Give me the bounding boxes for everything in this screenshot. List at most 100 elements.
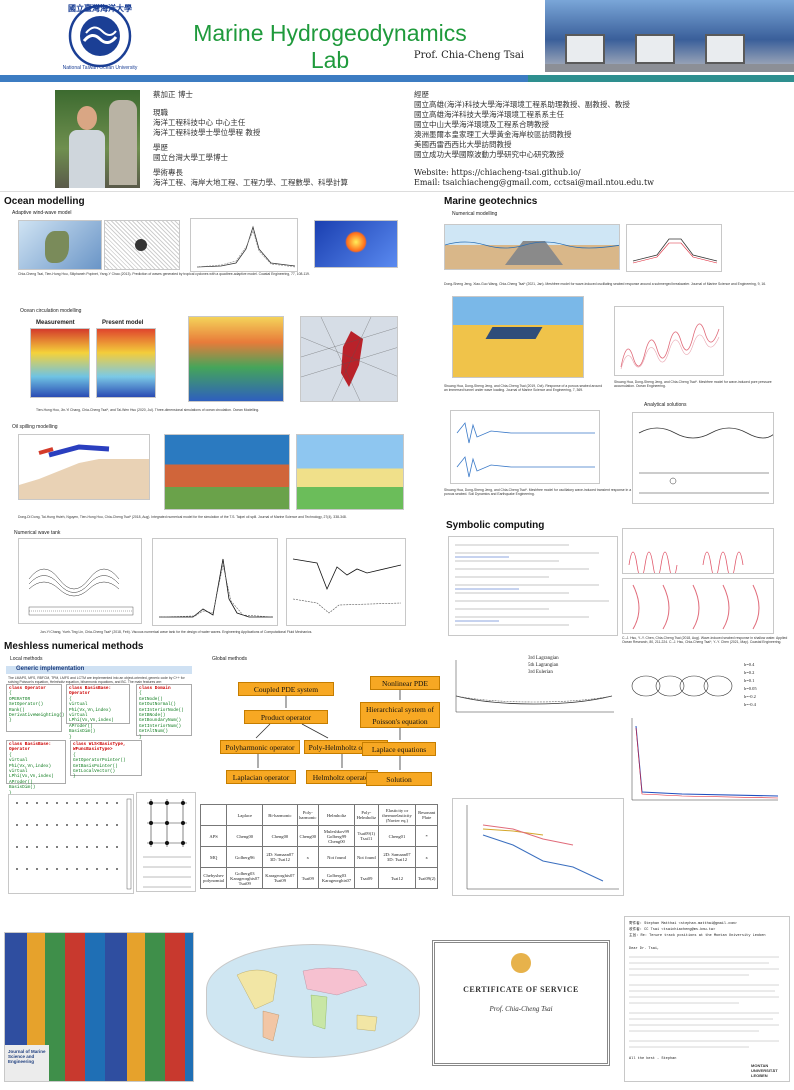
present-model-label: Present model <box>102 320 144 326</box>
website-link[interactable]: Website: https://chiacheng-tsai.github.i… <box>414 168 581 177</box>
edu-item: 國立台灣大學工學博士 <box>153 153 228 162</box>
profile-photo <box>55 90 140 188</box>
world-map <box>206 944 420 1058</box>
symbolic-heading: Symbolic computing <box>446 520 545 531</box>
flow-polyharmonic: Polyharmonic operator <box>220 740 300 754</box>
table-header-cell: Resonant Plate <box>415 804 438 826</box>
wind-wave-mesh <box>104 220 180 270</box>
class-line: virtual Phi(Vx,Vn,index) <box>69 702 112 713</box>
journal-covers: Journal of Marine Science and Engineerin… <box>4 932 194 1082</box>
oil-satellite <box>164 434 290 510</box>
table-cell: Tsai09 <box>296 867 320 889</box>
table-header-cell: Laplace <box>226 804 264 826</box>
experience-item: 國立成功大學國際波動力學研究中心研究教授 <box>414 150 564 159</box>
geo-caption-2: Shuang Hua, Dong-Sheng Jeng, and Chia-Ch… <box>444 384 603 393</box>
table-cell: 2D: Samaan07 3D: Tsai12 <box>377 846 417 868</box>
pmt-table: Laplace Bi-harmonic Poly-harmonic Helmho… <box>199 804 438 889</box>
class-basisbase-2: class BasisBase: Operator { virtual Phi(… <box>6 740 66 796</box>
wind-wave-chart <box>190 218 298 272</box>
table-cell: Tsai12 <box>377 867 417 889</box>
wave-tank-result-2 <box>286 538 406 626</box>
table-cell: Tsai09 <box>354 867 379 889</box>
symbolic-chart-1 <box>622 528 774 574</box>
experience-item: 國立中山大學海洋環境及工程系合聘教授 <box>414 120 549 129</box>
table-header-cell <box>199 804 228 826</box>
wind-wave-satellite <box>314 220 398 268</box>
table-cell: x <box>296 846 320 868</box>
experience-item: 美國西雷西西比大學訪問教授 <box>414 140 512 149</box>
certificate-title: CERTIFICATE OF SERVICE <box>463 985 579 994</box>
experience-item: 國立高雄海洋科技大學海洋環境工程系系主任 <box>414 110 564 119</box>
flow-laplace-eq: Laplace equations <box>362 742 436 756</box>
class-line: { <box>9 752 12 758</box>
email-link[interactable]: Email: tsaichiacheng@gmail.com, cctsai@m… <box>414 178 655 187</box>
symbolic-caption: C.-J. Hsu, Y.-Y. Chen, Chia-Cheng Tsai (… <box>622 636 788 645</box>
legend-item: 3rd Eulerian <box>528 670 553 675</box>
legend-item: h=-0.2 <box>744 694 756 699</box>
flow-coupled: Coupled PDE system <box>238 682 334 696</box>
certificate-seal <box>511 953 531 973</box>
numerical-modelling-subtitle: Numerical modelling <box>452 211 498 217</box>
flow-product: Product operator <box>244 710 328 724</box>
logo-text: 國立臺灣海洋大學 <box>68 3 132 13</box>
experience-item: 國立高雄(海洋)科技大學海洋環境工程系助理教授、副教授、教授 <box>414 100 630 109</box>
class-line: GetInteriorNode() <box>139 707 184 713</box>
table-cell: x <box>415 846 438 868</box>
meshless-heading: Meshless numerical methods <box>4 641 144 652</box>
table-cell: Karageorghis07 Tsai09 <box>262 867 298 889</box>
legend-item: h=-0.4 <box>744 702 756 707</box>
class-line: DerivativeWeighting() <box>9 713 65 719</box>
local-methods-subtitle: Local methods <box>10 656 43 662</box>
table-cell: Not found <box>318 846 356 868</box>
class-line: AProder() <box>9 779 33 785</box>
measurement-label: Measurement <box>36 320 75 326</box>
letter-to: 收件者: CC Tsai <tsaichiacheng@ms.kmu.tw> <box>629 928 716 932</box>
table-row: MQ Golberg96 2D: Samaan07 3D: Tsai12 x N… <box>199 846 438 868</box>
letter-body-lines <box>629 956 779 1048</box>
circulation-caption: Tien-Hung Hou, Jin-Yi Chang, Chia-Cheng … <box>36 408 260 412</box>
certificate-name: Prof. Chia-Cheng Tsai <box>489 1005 553 1013</box>
class-line: GetBasisPointer() <box>73 763 118 769</box>
flow-arrows <box>255 690 401 770</box>
class-line: { <box>73 752 76 758</box>
wave-tank-result-1 <box>152 538 278 626</box>
current-item: 海洋工程科技學士學位學程 教授 <box>153 128 261 137</box>
class-line: } <box>9 791 63 796</box>
convergence-chart <box>452 798 624 896</box>
generic-impl-text: The LMAPS, MFS, RBFCM, TPM, LMFS and LCT… <box>8 676 185 685</box>
class-line: GetLocalVector() <box>73 769 116 775</box>
stencil-diagram <box>136 792 196 892</box>
class-basisbase: class BasisBase: Operator { virtual Phi(… <box>66 684 130 740</box>
table-cell: Not found <box>354 846 379 868</box>
global-methods-subtitle: Global methods <box>212 656 248 662</box>
oil-caption: Dong-Di Dong, Tai-Hung Hsieh, Nguyen, Ti… <box>18 515 347 519</box>
letter-greeting: Dear Dr. Tsai, <box>629 947 660 951</box>
lab-title: Marine Hydrogeodynamics Lab <box>193 20 467 73</box>
table-cell: Cheng00 <box>262 825 298 847</box>
table-cell: Golberg03 Karageorghis07 Tsai09 <box>226 867 264 889</box>
geo-tunnel <box>452 296 584 378</box>
symbolic-chart-2 <box>622 578 774 634</box>
table-row: Laplace Bi-harmonic Poly-harmonic Helmho… <box>199 804 438 826</box>
table-cell: Cheng00 <box>226 825 264 847</box>
expertise-item: 海洋工程、海岸大地工程、工程力學、工程數學、科學計算 <box>153 178 348 187</box>
oil-map <box>296 434 404 510</box>
geo-chart-3 <box>450 410 600 484</box>
experience-head: 經歷 <box>414 90 429 99</box>
table-cell: Tsai09(2) <box>415 867 438 889</box>
flow-hierarchical: Hierarchical system of Poisson's equatio… <box>360 702 440 728</box>
class-line: } <box>69 734 72 740</box>
table-header-cell: Poly-Helmholtz <box>354 804 379 826</box>
generic-impl-banner: Generic implementation <box>6 666 192 674</box>
geo-analytical <box>632 412 774 504</box>
geo-breakwater <box>444 224 620 270</box>
table-header-cell: Poly-harmonic <box>296 804 320 826</box>
legend-item: h=0.2 <box>744 670 755 675</box>
generic-impl-title: Generic implementation <box>16 666 85 672</box>
legend-item: h=0.05 <box>744 686 757 691</box>
symbolic-screenshot <box>448 536 618 636</box>
class-wls: class WLS<BasisType, WFuncBasisType> { G… <box>70 740 142 779</box>
class-name: class Operator <box>9 686 46 691</box>
wave-tank-subtitle: Numerical wave tank <box>14 530 61 536</box>
geo-chart-2 <box>614 306 724 376</box>
